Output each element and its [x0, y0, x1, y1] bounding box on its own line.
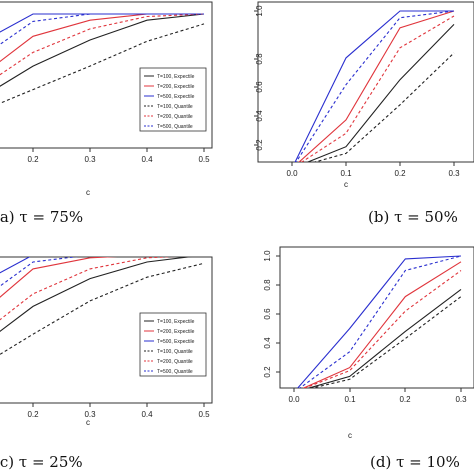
series-line-t-500-expectile	[0, 13, 204, 33]
panel-caption: (d) τ = 10%	[370, 453, 460, 471]
series-line-t-100-quantile	[310, 296, 462, 388]
legend-label: T=500, Expectile	[157, 339, 195, 345]
series-line-t-200-expectile	[0, 257, 118, 298]
series-line-t-500-quantile	[0, 13, 204, 46]
x-tick-label: 0.5	[198, 155, 210, 164]
legend-label: T=500, Expectile	[157, 94, 195, 100]
x-axis-label: c	[86, 188, 90, 197]
y-tick-label: 0.6	[255, 81, 264, 93]
series-line-t-100-quantile	[0, 23, 205, 104]
x-tick-label: 0.0	[288, 395, 300, 404]
x-axis-label: c	[86, 418, 90, 427]
x-tick-label: 0.5	[198, 410, 210, 419]
series-line-t-500-expectile	[297, 255, 462, 388]
series-line-t-100-expectile	[0, 257, 193, 333]
plot-frame	[257, 1, 474, 163]
y-tick-label: 0.2	[255, 139, 264, 151]
x-tick-label: 0.3	[455, 395, 467, 404]
y-tick-label: 0.4	[255, 110, 264, 122]
y-tick-label: 0.2	[263, 366, 272, 378]
panel-a-tau-75: 0.2 0.3 0.4 0.5 c T=100, Expectile T=200, Expe…	[0, 1, 213, 226]
legend-label: T=100, Expectile	[157, 319, 195, 325]
series-group	[294, 10, 455, 162]
plot-frame	[0, 1, 213, 149]
series-line-t-200-expectile	[298, 10, 455, 162]
series-line-t-200-quantile	[300, 15, 455, 162]
y-tick-label: 1.0	[255, 5, 264, 17]
legend: T=100, Expectile T=200, Expectile T=500, E…	[139, 67, 207, 132]
panel-caption: (c) τ = 25%	[0, 453, 83, 471]
legend-label: T=500, Quantile	[157, 369, 193, 375]
series-line-t-200-quantile	[303, 270, 462, 388]
series-line-t-100-quantile	[0, 262, 205, 355]
series-line-t-200-expectile	[302, 261, 462, 388]
legend-label: T=500, Quantile	[157, 124, 193, 130]
series-line-t-100-quantile	[312, 52, 455, 162]
panel-c-tau-25: 0.2 0.3 0.4 0.5 c T=100, Expectile T=200, Expe…	[0, 256, 213, 471]
series-line-t-500-quantile	[295, 10, 455, 162]
legend-label: T=200, Quantile	[157, 359, 193, 365]
panel-d-tau-10: 0.0 0.1 0.2 0.3 0.2 0.4 0.6 0.8 1.0 c (d) τ = 10%	[263, 246, 474, 471]
panel-b-tau-50: 0.0 0.1 0.2 0.3 0.2 0.4 0.6 0.8 1.0 c (b) τ = 50%	[254, 1, 474, 226]
series-group	[297, 255, 462, 388]
legend-label: T=200, Expectile	[157, 329, 195, 335]
y-tick-label: 0.4	[263, 337, 272, 349]
series-line-t-100-expectile	[307, 288, 462, 388]
legend-label: T=100, Quantile	[157, 349, 193, 355]
legend-label: T=100, Quantile	[157, 104, 193, 110]
x-tick-label: 0.1	[344, 395, 356, 404]
legend-label: T=200, Quantile	[157, 114, 193, 120]
series-line-t-500-quantile	[298, 255, 462, 388]
series-line-t-100-expectile	[306, 24, 455, 162]
x-tick-label: 0.2	[399, 395, 411, 404]
legend-label: T=100, Expectile	[157, 74, 195, 80]
x-tick-label: 0.2	[27, 155, 39, 164]
x-axis-label: c	[344, 180, 348, 189]
plot-frame	[279, 246, 474, 389]
panel-caption: (a) τ = 75%	[0, 208, 83, 226]
legend: T=100, Expectile T=200, Expectile T=500, E…	[139, 312, 207, 377]
series-group	[0, 13, 205, 104]
series-line-t-500-quantile	[0, 257, 79, 287]
legend-label: T=200, Expectile	[157, 84, 195, 90]
x-tick-label: 0.2	[27, 410, 39, 419]
x-tick-label: 0.3	[448, 169, 460, 178]
series-line-t-100-expectile	[0, 13, 205, 87]
x-axis-label: c	[348, 431, 352, 440]
x-tick-label: 0.4	[141, 410, 153, 419]
y-tick-label: 0.6	[263, 308, 272, 320]
x-tick-label: 0.1	[340, 169, 352, 178]
series-line-t-500-expectile	[294, 10, 454, 162]
x-tick-label: 0.4	[141, 155, 153, 164]
y-tick-label: 0.8	[263, 279, 272, 291]
x-tick-label: 0.3	[84, 155, 96, 164]
panel-caption: (b) τ = 50%	[368, 208, 458, 226]
series-line-t-200-quantile	[0, 257, 175, 321]
x-tick-label: 0.2	[394, 169, 406, 178]
legend-box	[139, 67, 207, 132]
x-tick-label: 0.0	[286, 169, 298, 178]
y-tick-label: 0.8	[255, 53, 264, 65]
x-tick-label: 0.3	[84, 410, 96, 419]
legend-box	[139, 312, 207, 377]
series-group	[0, 257, 205, 355]
y-tick-label: 1.0	[263, 250, 272, 262]
